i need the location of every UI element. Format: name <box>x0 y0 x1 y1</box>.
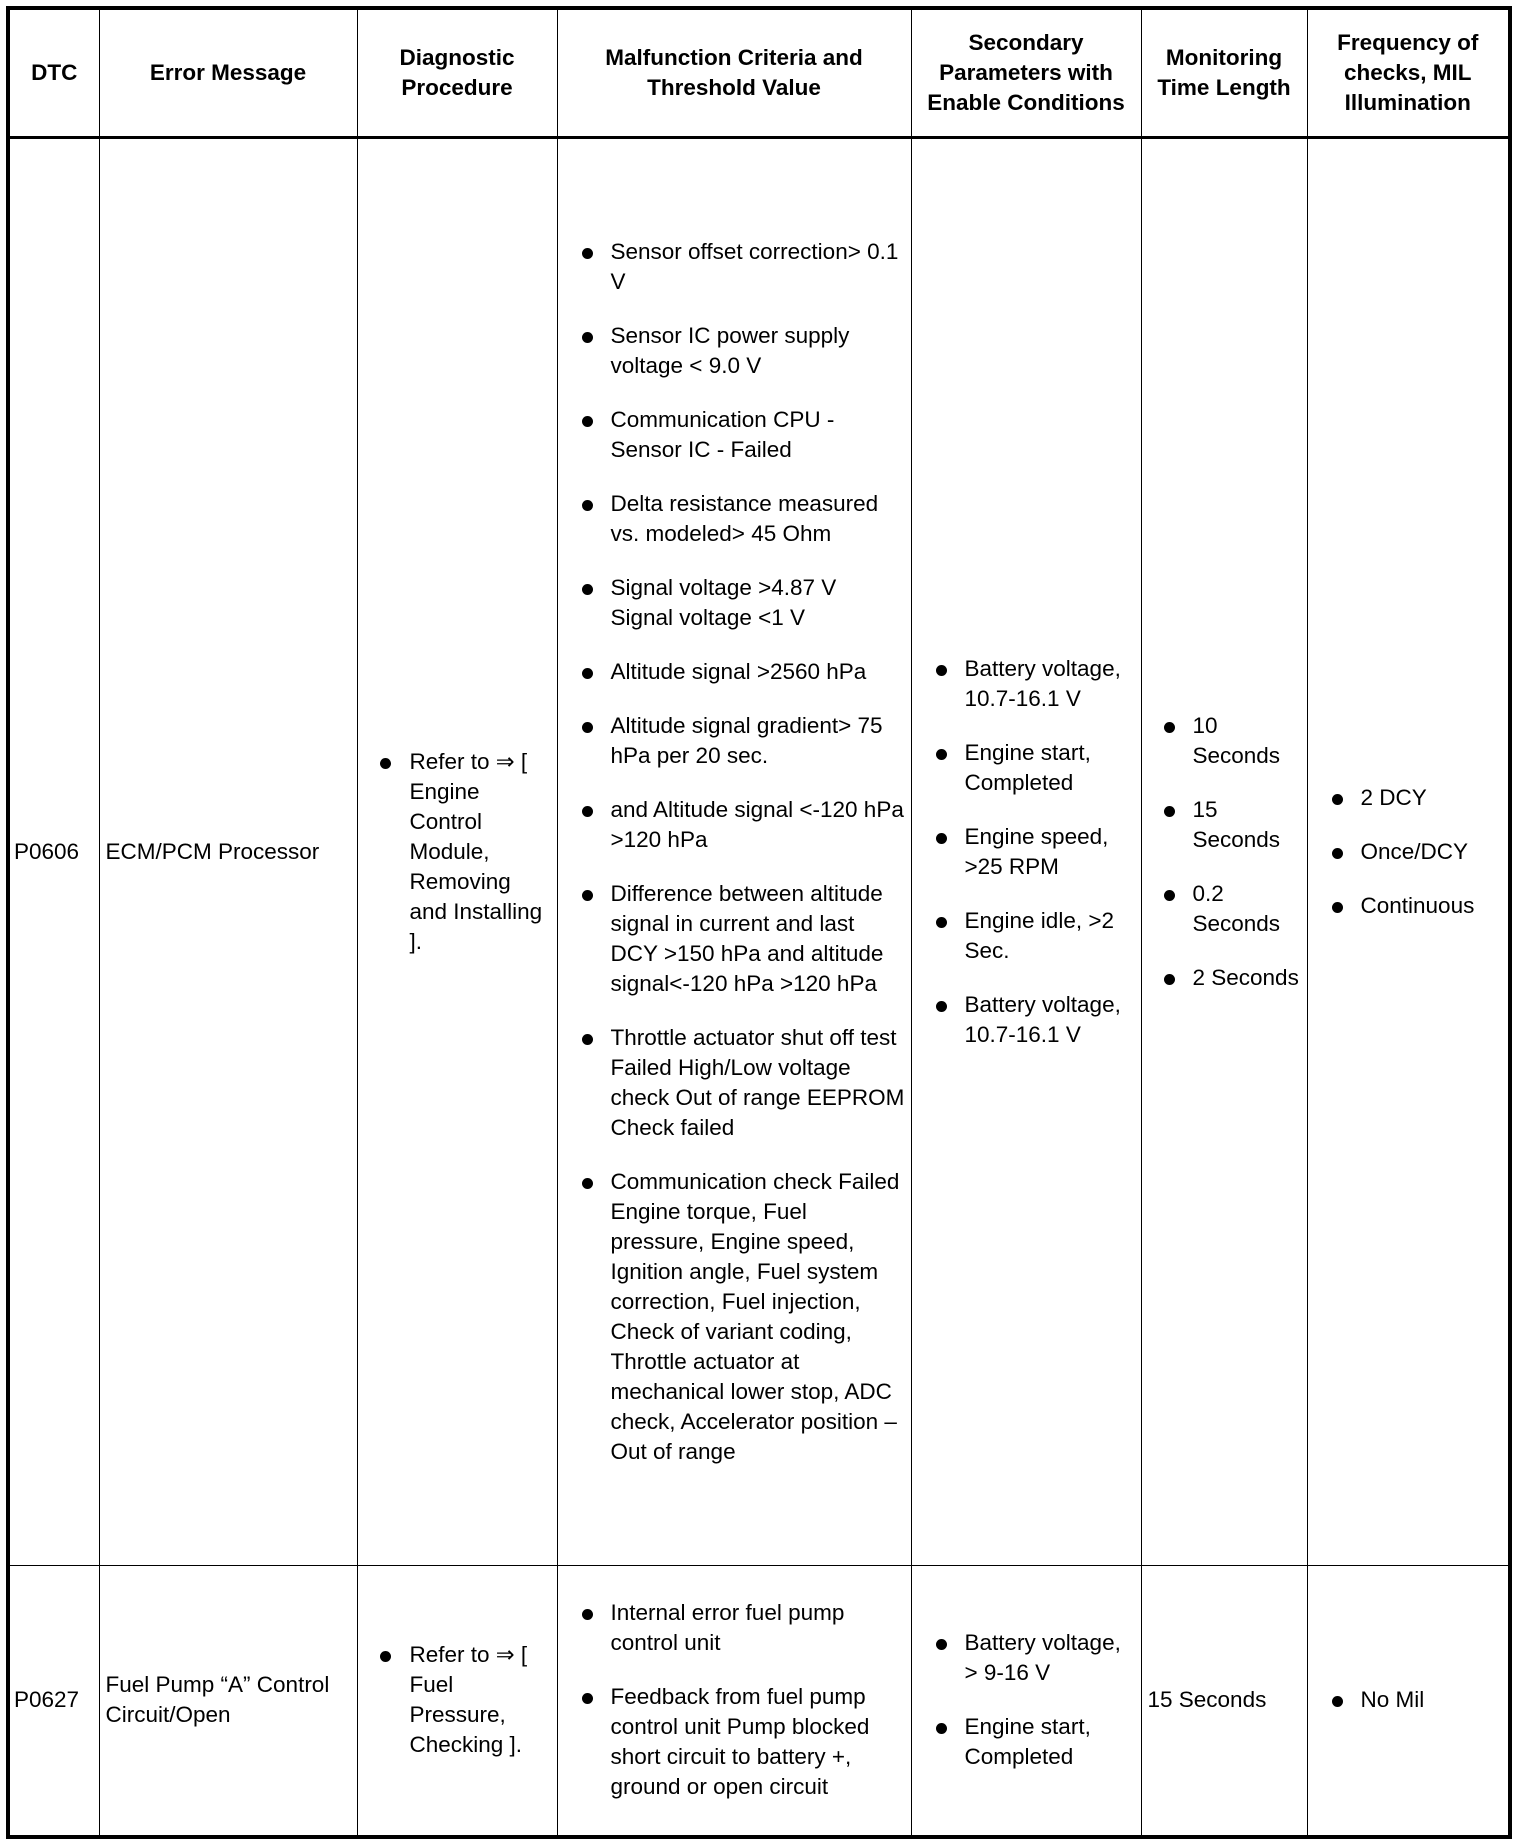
dtc-code: P0627 <box>7 1565 100 1837</box>
malfunction-criteria: Internal error fuel pump control unit Fee… <box>556 1565 912 1837</box>
list-item: No Mil <box>1328 1685 1503 1715</box>
dtc-table: DTC Error Message Diagnostic Procedure Malf… <box>6 6 1512 1839</box>
list-item: and Altitude signal <-120 hPa >120 hPa <box>578 795 905 855</box>
list-item: Engine speed, >25 RPM <box>932 822 1135 882</box>
bullet-list: 10 Seconds 15 Seconds 0.2 Seconds 2 Seconds <box>1160 711 1301 993</box>
list-item: Signal voltage >4.87 V Signal voltage <1… <box>578 573 905 633</box>
list-item: Continuous <box>1328 891 1503 921</box>
column-header: Monitoring Time Length <box>1140 7 1308 139</box>
list-item: Refer to ⇒ [ Fuel Pressure, Checking ]. <box>376 1640 551 1760</box>
list-item: Engine idle, >2 Sec. <box>932 906 1135 966</box>
list-item: Altitude signal gradient> 75 hPa per 20 … <box>578 711 905 771</box>
list-item: Difference between altitude signal in cu… <box>578 879 905 999</box>
column-header: Frequency of checks, MIL Illumination <box>1306 7 1511 139</box>
bullet-list: 2 DCY Once/DCY Continuous <box>1328 783 1503 921</box>
monitoring-time: 15 Seconds <box>1140 1565 1308 1837</box>
column-header: Secondary Parameters with Enable Conditi… <box>910 7 1142 139</box>
bullet-list: No Mil <box>1328 1685 1503 1715</box>
list-item: 0.2 Seconds <box>1160 879 1301 939</box>
list-item: Delta resistance measured vs. modeled> 4… <box>578 489 905 549</box>
column-header: Malfunction Criteria and Threshold Value <box>556 7 912 139</box>
table-row: P0606 ECM/PCM Processor Refer to ⇒ [ Engin… <box>7 137 1511 1566</box>
table-row: P0627 Fuel Pump “A” Control Circuit/Open R… <box>7 1565 1511 1837</box>
monitoring-time: 10 Seconds 15 Seconds 0.2 Seconds 2 Seconds <box>1140 137 1308 1566</box>
header-row: DTC Error Message Diagnostic Procedure Malf… <box>7 7 1511 139</box>
list-item: Engine start, Completed <box>932 1712 1135 1772</box>
bullet-list: Refer to ⇒ [ Fuel Pressure, Checking ]. <box>376 1640 551 1760</box>
list-item: Refer to ⇒ [ Engine Control Module, Remo… <box>376 747 551 957</box>
list-item: 10 Seconds <box>1160 711 1301 771</box>
error-message: ECM/PCM Processor <box>98 137 358 1566</box>
diagnostic-procedure: Refer to ⇒ [ Engine Control Module, Remo… <box>356 137 558 1566</box>
diagnostic-procedure: Refer to ⇒ [ Fuel Pressure, Checking ]. <box>356 1565 558 1837</box>
column-header: Diagnostic Procedure <box>356 7 558 139</box>
list-item: Internal error fuel pump control unit <box>578 1598 905 1658</box>
list-item: Sensor offset correction> 0.1 V <box>578 237 905 297</box>
bullet-list: Battery voltage, > 9-16 V Engine start, C… <box>932 1628 1135 1772</box>
bullet-list: Battery voltage, 10.7-16.1 V Engine start… <box>932 654 1135 1050</box>
column-header: DTC <box>7 7 100 139</box>
frequency-mil: 2 DCY Once/DCY Continuous <box>1306 137 1511 1566</box>
bullet-list: Internal error fuel pump control unit Fee… <box>578 1598 905 1802</box>
list-item: Throttle actuator shut off test Failed H… <box>578 1023 905 1143</box>
list-item: Communication check Failed Engine torque… <box>578 1167 905 1467</box>
error-message: Fuel Pump “A” Control Circuit/Open <box>98 1565 358 1837</box>
secondary-parameters: Battery voltage, > 9-16 V Engine start, C… <box>910 1565 1142 1837</box>
list-item: Feedback from fuel pump control unit Pum… <box>578 1682 905 1802</box>
list-item: Communication CPU - Sensor IC - Failed <box>578 405 905 465</box>
list-item: Battery voltage, 10.7-16.1 V <box>932 654 1135 714</box>
list-item: Battery voltage, 10.7-16.1 V <box>932 990 1135 1050</box>
list-item: Once/DCY <box>1328 837 1503 867</box>
bullet-list: Refer to ⇒ [ Engine Control Module, Remo… <box>376 747 551 957</box>
list-item: 15 Seconds <box>1160 795 1301 855</box>
frequency-mil: No Mil <box>1306 1565 1511 1837</box>
list-item: Engine start, Completed <box>932 738 1135 798</box>
list-item: Altitude signal >2560 hPa <box>578 657 905 687</box>
malfunction-criteria: Sensor offset correction> 0.1 V Sensor IC… <box>556 137 912 1566</box>
bullet-list: Sensor offset correction> 0.1 V Sensor IC… <box>578 237 905 1467</box>
list-item: Sensor IC power supply voltage < 9.0 V <box>578 321 905 381</box>
list-item: 2 DCY <box>1328 783 1503 813</box>
column-header: Error Message <box>98 7 358 139</box>
list-item: Battery voltage, > 9-16 V <box>932 1628 1135 1688</box>
dtc-code: P0606 <box>7 137 100 1566</box>
list-item: 2 Seconds <box>1160 963 1301 993</box>
secondary-parameters: Battery voltage, 10.7-16.1 V Engine start… <box>910 137 1142 1566</box>
